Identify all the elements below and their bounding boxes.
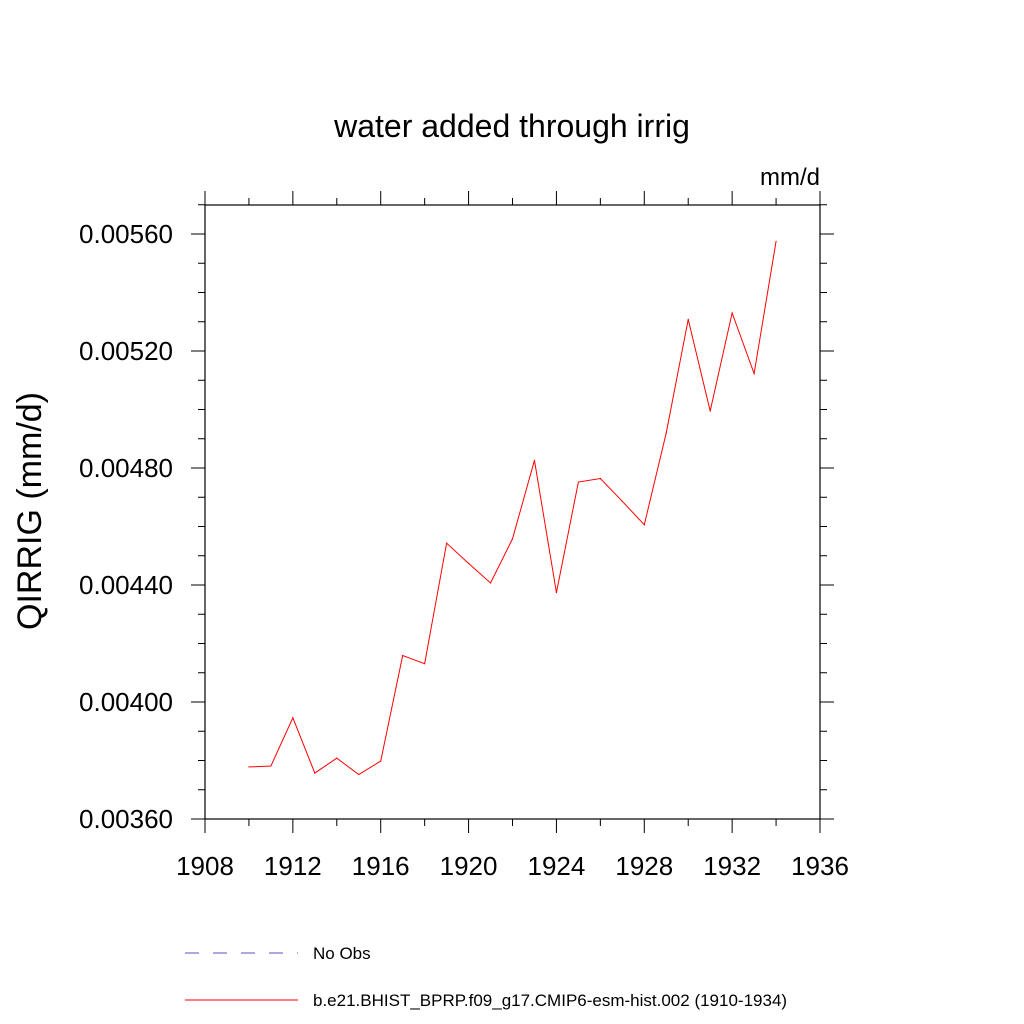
data-point	[775, 240, 777, 242]
x-tick-label: 1908	[176, 851, 234, 881]
units-label: mm/d	[760, 164, 820, 191]
x-tick-label: 1920	[440, 851, 498, 881]
data-point	[643, 524, 645, 526]
y-tick-label: 0.00440	[79, 570, 173, 600]
data-point	[380, 760, 382, 762]
data-point	[314, 772, 316, 774]
data-point	[336, 757, 338, 759]
data-point	[731, 312, 733, 314]
x-tick-label: 1928	[615, 851, 673, 881]
data-point	[402, 654, 404, 657]
data-point	[358, 773, 360, 776]
data-point	[621, 500, 623, 502]
y-tick-label: 0.00400	[79, 687, 173, 717]
y-tick-label: 0.00520	[79, 336, 173, 366]
data-point	[292, 717, 294, 719]
legend: No Obs b.e21.BHIST_BPRP.f09_g17.CMIP6-es…	[185, 944, 787, 1010]
data-point	[270, 765, 272, 767]
data-point	[489, 582, 492, 584]
series-line	[248, 241, 777, 776]
x-tick-label: 1924	[528, 851, 586, 881]
data-point	[555, 592, 558, 594]
data-point	[687, 318, 689, 321]
data-point	[753, 372, 755, 375]
y-axis-label: QIRRIG (mm/d)	[11, 392, 49, 630]
x-tick-label: 1916	[352, 851, 410, 881]
x-tick-label: 1932	[703, 851, 761, 881]
data-point	[709, 410, 711, 412]
data-point	[467, 562, 470, 564]
data-point	[577, 481, 579, 483]
data-point	[424, 663, 426, 665]
legend-label-model: b.e21.BHIST_BPRP.f09_g17.CMIP6-esm-hist.…	[313, 991, 787, 1010]
y-axis: 0.00360 0.00400 0.00440 0.00480 0.00520 0.005…	[79, 204, 834, 834]
data-point	[599, 477, 601, 480]
x-tick-label: 1912	[264, 851, 322, 881]
data-point	[248, 766, 250, 768]
legend-label-no-obs: No Obs	[313, 944, 371, 963]
data-point	[665, 432, 667, 434]
data-point	[446, 542, 448, 544]
x-axis: 1908 1912 1916 1920 1924 1928 1932 1936	[176, 191, 849, 881]
x-tick-label: 1936	[791, 851, 849, 881]
y-tick-label: 0.00560	[79, 219, 173, 249]
y-tick-label: 0.00360	[79, 804, 173, 834]
chart-title: water added through irrig	[333, 108, 690, 144]
series-layer	[248, 240, 777, 776]
data-point	[511, 538, 514, 540]
plot-frame	[204, 204, 821, 820]
data-point	[533, 459, 536, 461]
y-tick-label: 0.00480	[79, 453, 173, 483]
